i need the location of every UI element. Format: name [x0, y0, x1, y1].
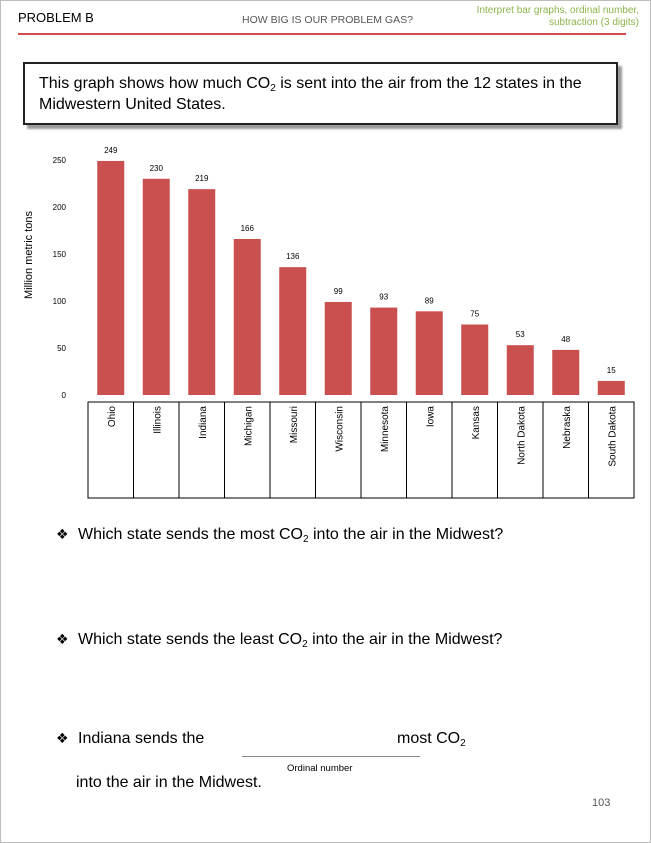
co2-bar-chart: Million metric tons 0 50 100 150 200 250 249 2…: [23, 146, 635, 499]
bar-iowa: [415, 311, 443, 395]
y-tick-label: 150: [53, 250, 67, 259]
question-most: ❖ Which state sends the most CO2 into the…: [56, 526, 504, 545]
bar-north-dakota: [506, 345, 534, 395]
intro-text-end: is sent into the air from the 12 states …: [39, 75, 582, 113]
header-rule: [18, 33, 626, 35]
fill-in-tail: most CO2: [397, 730, 466, 749]
bar-value-label: 249: [104, 146, 118, 155]
bar-ohio: [97, 160, 125, 395]
x-category-label: Nebraska: [562, 406, 573, 449]
bar-kansas: [461, 324, 489, 395]
y-tick-label: 100: [53, 297, 67, 306]
y-tick-label: 200: [53, 203, 67, 212]
bar-value-label: 166: [241, 224, 255, 233]
bar-value-label: 89: [425, 296, 434, 305]
bar-value-label: 99: [334, 287, 343, 296]
y-tick-label: 250: [53, 156, 67, 165]
ordinal-answer-blank[interactable]: [242, 756, 420, 757]
bar-missouri: [279, 267, 307, 395]
intro-text-start: This graph shows how much CO: [39, 75, 271, 92]
question-least: ❖ Which state sends the least CO2 into th…: [56, 631, 503, 650]
diamond-bullet-icon: ❖: [56, 730, 69, 746]
intro-box: This graph shows how much CO2 is sent in…: [23, 62, 618, 125]
intro-subscript: 2: [270, 83, 276, 94]
fill-in-lead: ❖ Indiana sends the: [56, 730, 205, 747]
x-category-label: North Dakota: [516, 406, 527, 465]
x-category-label: Kansas: [471, 406, 482, 439]
bar-illinois: [142, 178, 170, 395]
bar-michigan: [233, 238, 261, 395]
bar-value-label: 230: [150, 164, 164, 173]
x-category-label: Illinois: [152, 406, 163, 434]
bar-minnesota: [370, 307, 398, 395]
x-category-label: Minnesota: [380, 406, 391, 453]
y-axis-label: Million metric tons: [23, 210, 35, 299]
x-category-label: Missouri: [289, 406, 300, 443]
fill-in-line2: into the air in the Midwest.: [76, 774, 262, 791]
ordinal-number-label: Ordinal number: [287, 763, 353, 774]
diamond-bullet-icon: ❖: [56, 631, 69, 647]
bar-value-label: 48: [561, 335, 570, 344]
problem-label: PROBLEM B: [18, 10, 94, 25]
bar-nebraska: [552, 349, 580, 395]
bar-value-label: 53: [516, 330, 525, 339]
bar-value-label: 15: [607, 366, 616, 375]
bar-value-label: 136: [286, 252, 300, 261]
y-tick-label: 50: [57, 344, 66, 353]
x-category-label: South Dakota: [607, 406, 618, 467]
x-category-label: Ohio: [107, 406, 118, 428]
x-category-label: Michigan: [243, 406, 254, 446]
bar-value-label: 93: [379, 293, 388, 302]
bar-value-label: 75: [470, 310, 479, 319]
bar-value-label: 219: [195, 174, 209, 183]
skills-note: Interpret bar graphs, ordinal number, su…: [476, 5, 639, 28]
bar-wisconsin: [324, 301, 352, 395]
bar-indiana: [188, 189, 216, 395]
bar-south-dakota: [597, 380, 625, 395]
x-category-label: Wisconsin: [334, 406, 345, 452]
worksheet-title: HOW BIG IS OUR PROBLEM GAS?: [242, 14, 413, 26]
diamond-bullet-icon: ❖: [56, 526, 69, 542]
x-category-label: Indiana: [198, 406, 209, 439]
x-category-label: Iowa: [425, 406, 436, 428]
y-tick-label: 0: [62, 391, 67, 400]
page-number: 103: [592, 797, 611, 809]
